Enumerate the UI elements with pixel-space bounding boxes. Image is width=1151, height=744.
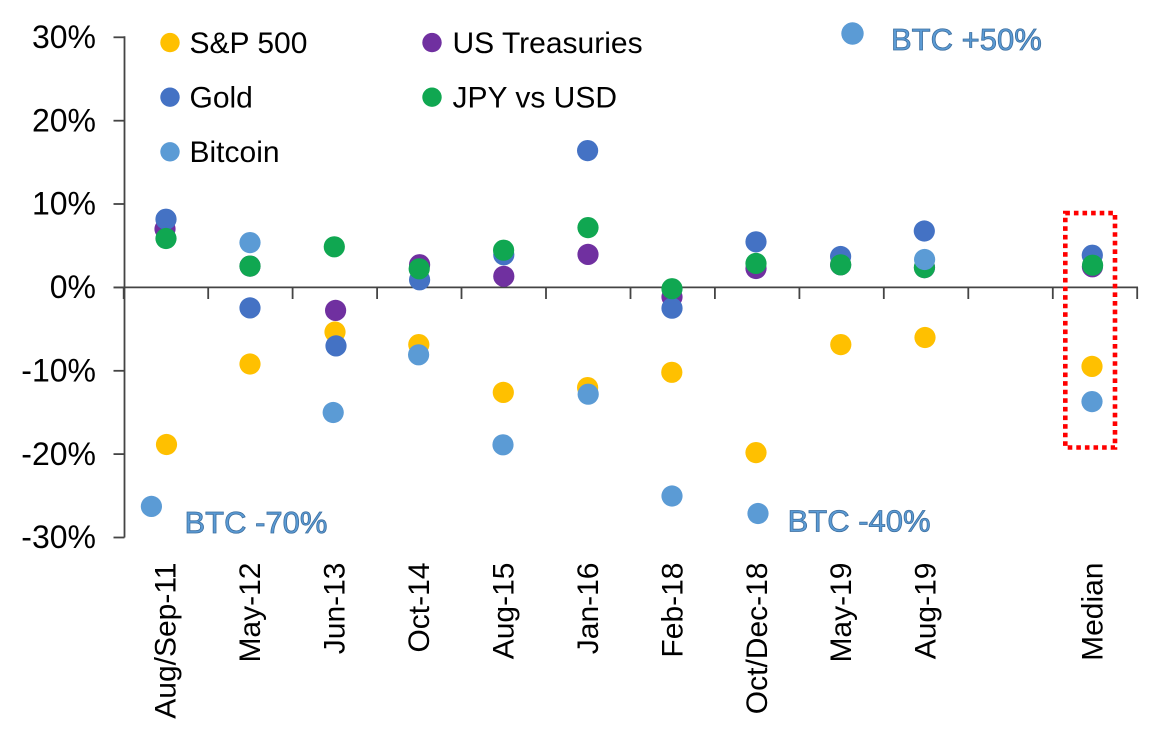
svg-text:JPY vs USD: JPY vs USD bbox=[453, 82, 618, 115]
svg-text:Oct-14: Oct-14 bbox=[403, 563, 436, 653]
svg-text:-30%: -30% bbox=[21, 519, 96, 555]
svg-text:Aug-15: Aug-15 bbox=[487, 563, 520, 660]
svg-text:Gold: Gold bbox=[190, 82, 253, 115]
svg-text:-20%: -20% bbox=[21, 436, 96, 472]
svg-text:Oct/Dec-18: Oct/Dec-18 bbox=[741, 563, 774, 715]
svg-text:-10%: -10% bbox=[21, 353, 96, 389]
svg-text:May-19: May-19 bbox=[825, 563, 858, 663]
svg-text:0%: 0% bbox=[50, 269, 96, 305]
svg-text:BTC -40%: BTC -40% bbox=[788, 503, 931, 538]
svg-text:Aug/Sep-11: Aug/Sep-11 bbox=[150, 563, 183, 719]
svg-text:May-12: May-12 bbox=[234, 563, 267, 663]
svg-text:Aug-19: Aug-19 bbox=[910, 562, 943, 659]
svg-text:Median: Median bbox=[1077, 563, 1110, 661]
svg-text:US Treasuries: US Treasuries bbox=[453, 27, 643, 60]
svg-text:BTC -70%: BTC -70% bbox=[185, 505, 328, 540]
svg-text:Jan-16: Jan-16 bbox=[572, 563, 605, 655]
svg-text:Feb-18: Feb-18 bbox=[656, 563, 689, 658]
svg-text:BTC +50%: BTC +50% bbox=[891, 22, 1042, 57]
svg-text:S&P 500: S&P 500 bbox=[190, 27, 308, 60]
svg-text:10%: 10% bbox=[32, 186, 96, 222]
svg-text:Bitcoin: Bitcoin bbox=[190, 136, 280, 169]
svg-text:30%: 30% bbox=[32, 19, 96, 55]
svg-text:20%: 20% bbox=[32, 102, 96, 138]
svg-text:Jun-13: Jun-13 bbox=[319, 563, 352, 655]
